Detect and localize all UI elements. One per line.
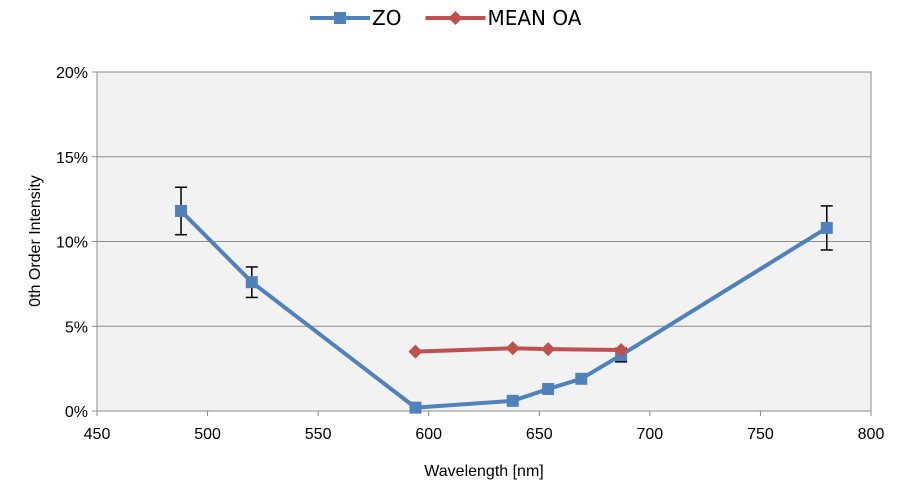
legend-swatch-marker	[448, 11, 463, 25]
legend-label: ZO	[372, 6, 401, 30]
y-tick-label: 5%	[65, 319, 88, 336]
series-layer	[175, 186, 833, 414]
x-tick-label: 650	[526, 426, 553, 443]
gridlines	[97, 156, 871, 327]
data-point	[245, 276, 258, 289]
series-zo	[175, 186, 833, 414]
legend-item: ZO	[310, 6, 401, 30]
legend-label: MEAN OA	[487, 6, 581, 30]
data-point	[541, 342, 556, 357]
legend: ZO MEAN OA	[310, 6, 582, 30]
legend-item: MEAN OA	[425, 6, 582, 30]
x-tick-label: 550	[305, 426, 332, 443]
data-point	[408, 344, 423, 359]
y-axis-title: 0th Order Intensity	[27, 175, 44, 307]
x-tick-label: 600	[415, 426, 442, 443]
series-line	[179, 209, 828, 410]
y-tick-label: 20%	[56, 65, 88, 82]
x-axis: 450 500 550 600 650 700 750 800	[84, 411, 885, 443]
y-axis: 0% 5% 10% 15% 20%	[56, 65, 97, 421]
series-mean-oa	[408, 341, 629, 359]
data-point	[820, 221, 833, 234]
legend-swatch-marker	[334, 12, 346, 24]
x-tick-label: 750	[747, 426, 774, 443]
x-tick-label: 450	[84, 426, 111, 443]
x-tick-label: 500	[194, 426, 221, 443]
data-point	[575, 372, 588, 385]
data-point	[542, 382, 555, 395]
series-line	[415, 346, 622, 354]
y-tick-label: 15%	[56, 150, 88, 167]
x-axis-title: Wavelength [nm]	[424, 463, 543, 480]
y-tick-label: 0%	[65, 404, 88, 421]
data-point	[614, 342, 629, 357]
x-tick-label: 700	[637, 426, 664, 443]
data-point	[506, 394, 519, 407]
x-tick-label: 800	[858, 426, 885, 443]
data-point	[505, 341, 520, 356]
y-tick-label: 10%	[56, 235, 88, 252]
data-point	[409, 401, 422, 414]
data-point	[175, 204, 188, 217]
